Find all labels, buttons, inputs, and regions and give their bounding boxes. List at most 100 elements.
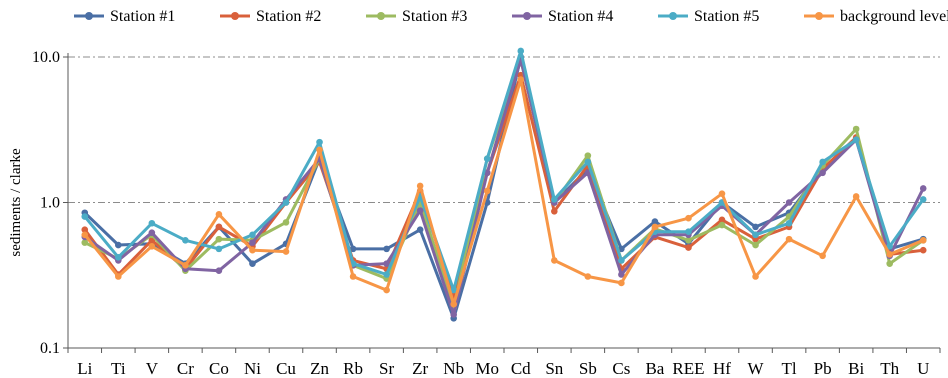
data-point	[551, 207, 558, 215]
x-tick-label: U	[917, 359, 929, 378]
y-tick-label: 10.0	[32, 49, 60, 66]
data-point	[718, 221, 726, 229]
data-point	[919, 236, 927, 244]
data-point	[215, 210, 223, 218]
data-point	[81, 213, 89, 220]
legend-label: Station #5	[694, 8, 759, 25]
legend-item: Station #2	[220, 8, 321, 25]
data-point	[852, 125, 860, 133]
data-point	[81, 239, 89, 246]
legend-label: Station #2	[256, 8, 321, 25]
data-point	[483, 169, 491, 177]
data-point	[483, 155, 491, 163]
data-point	[182, 262, 189, 269]
x-tick-label: Zr	[412, 359, 428, 378]
x-tick-label: Cu	[276, 359, 296, 378]
data-point	[584, 273, 592, 280]
data-point	[852, 193, 860, 200]
data-point	[115, 241, 122, 249]
x-tick-label: Ti	[111, 359, 126, 378]
data-point	[383, 245, 390, 253]
legend-item: Station #4	[512, 8, 613, 25]
legend-marker	[815, 12, 823, 20]
data-point	[886, 242, 893, 250]
data-point	[215, 223, 223, 231]
data-point	[584, 152, 592, 159]
data-point	[416, 226, 424, 234]
data-point	[81, 231, 89, 239]
data-point	[685, 244, 692, 251]
series-line	[83, 58, 925, 316]
data-point	[651, 218, 659, 225]
x-tick-label: Co	[209, 359, 229, 378]
x-tick-label: Bi	[848, 359, 864, 378]
data-point	[349, 273, 357, 280]
series-3	[81, 56, 927, 311]
legend-marker	[85, 12, 93, 20]
y-axis-title: sediments / clarke	[8, 148, 24, 257]
data-point	[148, 242, 156, 250]
x-tick-label: REE	[672, 359, 704, 378]
data-point	[752, 223, 759, 231]
data-point	[752, 241, 759, 249]
data-point	[618, 271, 625, 278]
data-point	[316, 138, 323, 146]
legend-label: Station #4	[548, 8, 613, 25]
data-point	[215, 245, 223, 253]
data-point	[450, 311, 457, 318]
series-1	[81, 53, 927, 322]
legend-marker	[377, 12, 385, 20]
legend-item: background level	[804, 8, 948, 25]
data-point	[316, 146, 323, 154]
data-point	[551, 196, 558, 203]
legend-label: Station #3	[402, 8, 467, 25]
data-point	[584, 158, 592, 166]
data-point	[685, 214, 692, 222]
data-point	[819, 158, 826, 166]
legend-item: Station #5	[658, 8, 759, 25]
data-point	[651, 223, 659, 231]
x-tick-label: V	[146, 359, 159, 378]
data-point	[785, 235, 793, 243]
data-point	[618, 279, 625, 287]
series-line	[83, 55, 925, 320]
data-point	[450, 300, 457, 308]
y-tick-label: 0.1	[40, 340, 60, 357]
data-point	[81, 226, 89, 234]
x-tick-label: Hf	[713, 359, 731, 378]
x-tick-label: Cr	[177, 359, 194, 378]
data-point	[148, 229, 156, 237]
data-point	[718, 216, 726, 224]
data-point	[249, 239, 256, 246]
legend-marker	[231, 12, 239, 20]
x-tick-label: Sr	[379, 359, 394, 378]
legend-label: Station #1	[110, 8, 175, 25]
data-point	[551, 257, 558, 264]
x-tick-label: Cs	[612, 359, 630, 378]
series-line	[83, 73, 925, 300]
data-point	[249, 246, 256, 254]
y-tick-label: 1.0	[40, 195, 60, 212]
x-tick-labels: Li Ti V Cr Co Ni Cu Zn Rb Sr Zr Nb Mo Cd Sn Sb Cs Ba REE Hf…	[77, 359, 929, 378]
legend-item: Station #3	[366, 8, 467, 25]
series-group	[81, 47, 927, 322]
x-tick-label: Sn	[545, 359, 563, 378]
data-point	[383, 260, 390, 267]
x-tick-label: W	[748, 359, 765, 378]
x-tick-label: Ni	[244, 359, 261, 378]
x-tick-label: Li	[77, 359, 92, 378]
data-point	[919, 246, 927, 254]
x-tick-label: Tl	[782, 359, 797, 378]
x-tick-label: Mo	[475, 359, 499, 378]
data-point	[383, 271, 390, 278]
data-point	[752, 231, 759, 239]
data-point	[148, 219, 156, 227]
data-point	[349, 245, 357, 253]
grid-lines	[68, 56, 940, 203]
series-line	[83, 49, 925, 292]
data-point	[919, 196, 927, 203]
data-point	[416, 182, 424, 190]
data-point	[282, 248, 290, 255]
x-tick-label: Th	[880, 359, 899, 378]
data-point	[182, 236, 189, 244]
